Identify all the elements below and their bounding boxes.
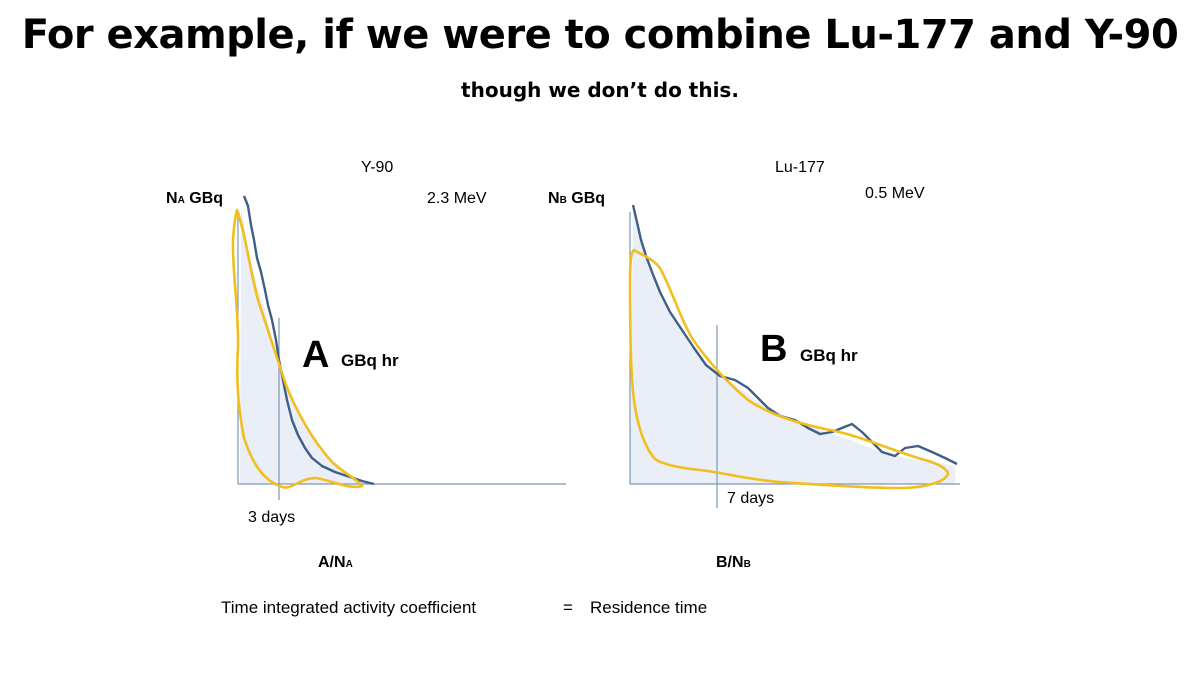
y90-y-label-sub: A bbox=[177, 195, 185, 206]
footer-left-text: Time integrated activity coefficient bbox=[221, 598, 477, 617]
lu177-area-unit: GBq hr bbox=[800, 346, 858, 365]
footer-equals-sign: = bbox=[563, 598, 573, 617]
slide-subtitle: though we don’t do this. bbox=[461, 78, 739, 102]
footer-right-text: Residence time bbox=[590, 598, 708, 617]
lu177-y-label-sub: B bbox=[559, 195, 567, 206]
y90-ratio-label: A/NA bbox=[318, 554, 353, 572]
lu177-y-label-prefix: N bbox=[548, 190, 560, 207]
y90-area-fill bbox=[240, 208, 372, 484]
y90-highlight-outline bbox=[231, 208, 364, 489]
lu177-time-marker-label: 7 days bbox=[727, 490, 775, 507]
y90-ratio-sub: A bbox=[345, 559, 353, 570]
y90-ratio-num: A/N bbox=[318, 554, 346, 571]
lu177-ratio-num: B/N bbox=[716, 554, 744, 571]
lu177-energy-label: 0.5 MeV bbox=[865, 185, 925, 202]
lu177-diagram bbox=[628, 204, 960, 508]
lu177-y-label-unit: GBq bbox=[566, 190, 606, 207]
slide-title: For example, if we were to combine Lu-17… bbox=[21, 12, 1179, 58]
lu177-highlight-outline bbox=[628, 248, 950, 490]
lu177-ratio-label: B/NB bbox=[716, 554, 751, 572]
y90-y-axis-label: NA GBq bbox=[166, 190, 223, 208]
lu177-area-fill bbox=[630, 205, 955, 484]
lu177-isotope-label: Lu-177 bbox=[775, 159, 825, 176]
lu177-ratio-sub: B bbox=[743, 559, 751, 570]
y90-area-letter: A bbox=[302, 334, 330, 376]
y90-time-marker-label: 3 days bbox=[248, 509, 296, 526]
y90-energy-label: 2.3 MeV bbox=[427, 190, 487, 207]
y90-y-label-prefix: N bbox=[166, 190, 178, 207]
lu177-y-axis-label: NB GBq bbox=[548, 190, 605, 208]
lu177-area-letter: B bbox=[760, 328, 788, 370]
y90-y-label-unit: GBq bbox=[184, 190, 224, 207]
y90-isotope-label: Y-90 bbox=[361, 159, 394, 176]
y90-diagram bbox=[231, 195, 566, 500]
y90-area-unit: GBq hr bbox=[341, 351, 399, 370]
